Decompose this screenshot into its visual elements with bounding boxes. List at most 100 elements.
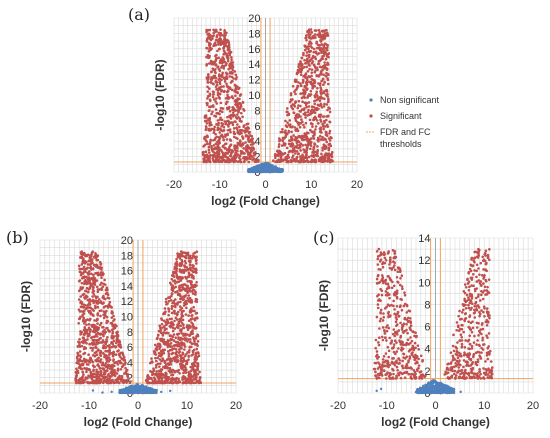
data-point: [203, 116, 207, 119]
data-point: [212, 31, 216, 35]
data-point: [119, 367, 123, 371]
data-point: [202, 153, 205, 157]
data-point: [229, 160, 232, 163]
data-point: [244, 141, 247, 144]
data-point: [326, 53, 330, 56]
data-point: [95, 319, 98, 322]
data-point: [313, 99, 316, 103]
data-point: [212, 144, 216, 147]
data-point: [295, 71, 299, 75]
data-point: [158, 358, 162, 361]
data-point: [167, 313, 170, 317]
data-point: [209, 154, 213, 157]
data-point: [209, 78, 213, 81]
data-point: [172, 270, 175, 274]
data-point: [188, 256, 191, 259]
data-point: [215, 88, 218, 91]
data-point: [296, 120, 299, 124]
data-point: [214, 132, 217, 136]
data-point: [195, 300, 199, 304]
data-point: [322, 30, 326, 33]
x-tick-label: 20: [230, 400, 242, 412]
data-point: [316, 122, 320, 125]
data-point: [319, 82, 322, 85]
data-point: [308, 59, 312, 62]
data-point: [284, 119, 287, 123]
data-point: [195, 250, 199, 254]
data-point: [81, 370, 85, 374]
data-point: [171, 347, 174, 351]
data-point: [87, 367, 91, 371]
x-tick-label: 10: [478, 400, 490, 412]
data-point: [102, 282, 105, 286]
data-point: [303, 48, 307, 52]
data-point: [150, 360, 154, 363]
data-point: [311, 54, 315, 58]
data-point: [191, 368, 195, 371]
y-tick-label: 6: [424, 322, 430, 334]
data-point: [318, 65, 322, 69]
data-point: [155, 370, 158, 373]
data-point: [170, 292, 174, 296]
data-point: [80, 330, 84, 334]
data-point: [320, 160, 323, 163]
data-point: [232, 127, 236, 130]
data-point: [169, 339, 172, 342]
data-point: [230, 75, 234, 79]
data-point: [185, 368, 188, 372]
data-point: [225, 106, 229, 110]
data-point: [230, 79, 234, 83]
data-point: [330, 136, 333, 140]
data-point: [326, 154, 330, 158]
data-point: [107, 296, 111, 300]
data-point: [190, 273, 193, 277]
data-point: [218, 37, 222, 40]
data-point: [227, 43, 231, 46]
data-point: [232, 77, 235, 80]
data-point: [272, 165, 275, 168]
data-point: [81, 314, 84, 318]
data-point: [205, 62, 209, 66]
data-point: [222, 47, 225, 50]
legend-marker: [369, 114, 373, 118]
data-point: [296, 143, 299, 147]
data-point: [315, 153, 319, 157]
data-point: [310, 154, 313, 157]
data-point: [107, 360, 111, 363]
data-point: [117, 376, 120, 380]
data-point: [121, 353, 125, 357]
data-point: [193, 318, 197, 322]
data-point: [253, 160, 257, 164]
data-point: [172, 344, 176, 347]
data-point: [184, 254, 188, 258]
data-point: [185, 377, 188, 380]
data-point: [121, 380, 125, 384]
data-point: [88, 361, 92, 364]
x-tick-label: 20: [527, 400, 539, 412]
data-point: [174, 305, 177, 309]
data-point: [210, 70, 213, 74]
data-point: [120, 391, 123, 395]
data-point: [115, 372, 119, 375]
data-point: [313, 33, 317, 36]
y-tick-label: 2: [127, 373, 133, 385]
data-point: [160, 337, 164, 341]
data-point: [291, 84, 295, 88]
data-point: [243, 157, 247, 161]
data-point: [195, 316, 199, 319]
data-point: [297, 99, 301, 103]
data-point: [112, 345, 116, 348]
data-point: [180, 342, 184, 346]
data-point: [317, 115, 321, 118]
data-point: [209, 42, 212, 46]
data-point: [323, 81, 327, 84]
data-point: [313, 70, 317, 74]
data-point: [85, 286, 89, 290]
data-point: [233, 120, 237, 123]
data-point: [319, 91, 323, 95]
data-point: [127, 389, 130, 393]
data-point: [242, 146, 245, 150]
data-point: [284, 124, 288, 127]
data-point: [220, 118, 224, 122]
data-point: [105, 321, 108, 325]
